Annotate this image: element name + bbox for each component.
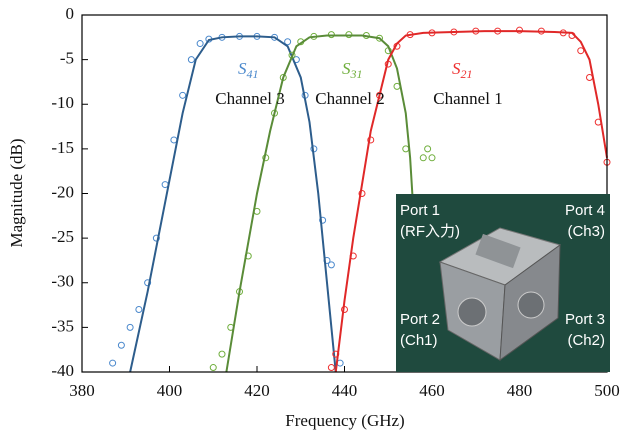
measured-point xyxy=(118,342,124,348)
chart: Frequency (GHz) Magnitude (dB) 380 400 420… xyxy=(0,0,625,434)
x-tick-label: 380 xyxy=(69,381,95,400)
symbol-label: S31 xyxy=(342,59,363,81)
y-axis-label: Magnitude (dB) xyxy=(7,138,26,247)
cube-flange xyxy=(518,292,544,318)
symbol-label: S21 xyxy=(452,59,473,81)
y-tick-label: -25 xyxy=(51,227,74,246)
port-label: Port 3 xyxy=(565,311,605,328)
port-label: Port 4 xyxy=(565,202,605,219)
measured-point xyxy=(328,365,334,371)
measured-point xyxy=(403,146,409,152)
y-tick-label: 0 xyxy=(66,4,75,23)
measured-point xyxy=(110,360,116,366)
x-tick-label: 460 xyxy=(419,381,445,400)
measured-point xyxy=(136,307,142,313)
measured-point xyxy=(197,41,203,47)
measured-point xyxy=(420,155,426,161)
measured-point xyxy=(127,324,133,330)
measured-point xyxy=(425,146,431,152)
measured-point xyxy=(210,365,216,371)
port-label: Port 1 xyxy=(400,202,440,219)
x-tick-label: 440 xyxy=(332,381,358,400)
x-tick-label: 500 xyxy=(594,381,620,400)
port-label: (Ch2) xyxy=(567,332,605,349)
x-axis-label: Frequency (GHz) xyxy=(285,411,404,430)
port-label: (Ch1) xyxy=(400,332,438,349)
y-tick-label: -30 xyxy=(51,272,74,291)
measured-point xyxy=(219,351,225,357)
cube-flange xyxy=(458,298,486,326)
measured-point xyxy=(328,262,334,268)
port-label: Port 2 xyxy=(400,311,440,328)
y-tick-label: -5 xyxy=(60,49,74,68)
channel-label: Channel 3 xyxy=(215,89,284,108)
simulated-line xyxy=(130,36,336,372)
y-tick-label: -10 xyxy=(51,93,74,112)
y-tick-label: -35 xyxy=(51,316,74,335)
y-tick-label: -20 xyxy=(51,182,74,201)
y-tick-label: -15 xyxy=(51,138,74,157)
y-tick-label: -40 xyxy=(51,361,74,380)
inset-photo: Port 1 (RF入力) Port 4 (Ch3) Port 2 (Ch1) Port 3… xyxy=(396,194,610,372)
x-tick-label: 420 xyxy=(244,381,270,400)
measured-point xyxy=(180,92,186,98)
symbol-sub: 41 xyxy=(247,67,259,81)
measured-point xyxy=(429,155,435,161)
measured-point xyxy=(578,48,584,54)
symbol-sub: 21 xyxy=(461,67,473,81)
x-tick-label: 400 xyxy=(157,381,183,400)
symbol-sub: 31 xyxy=(350,67,363,81)
measured-point xyxy=(188,57,194,63)
channel-label: Channel 2 xyxy=(315,89,384,108)
channel-label: Channel 1 xyxy=(433,89,502,108)
symbol-label: S41 xyxy=(238,59,259,81)
port-label: (Ch3) xyxy=(567,223,605,240)
port-label: (RF入力) xyxy=(400,223,460,240)
x-tick-label: 480 xyxy=(507,381,533,400)
